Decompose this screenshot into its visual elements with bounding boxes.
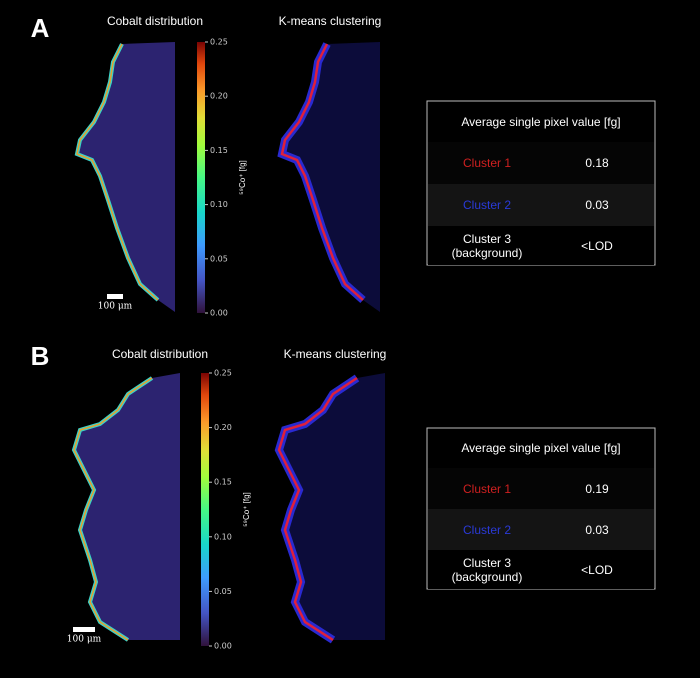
table-row [428, 226, 654, 265]
image-title: Cobalt distribution [112, 347, 208, 361]
scale-bar [73, 627, 95, 632]
colorbar-tick-label: 0.05 [214, 587, 232, 596]
colorbar-tick-label: 0.15 [214, 478, 232, 487]
colorbar-tick-label: 0.00 [214, 642, 232, 651]
colorbar-tick-label: 0.20 [214, 423, 232, 432]
table-row [428, 550, 654, 589]
cluster-name: Cluster 3 (background) [451, 231, 523, 260]
colorbar-label: ⁵⁹Co⁺ [fg] [242, 492, 251, 527]
cluster-value: 0.19 [585, 481, 609, 496]
cobalt-map-edge-hot [73, 377, 153, 641]
table-row [428, 142, 654, 184]
cluster-name: Cluster 1 [462, 481, 512, 496]
cluster-value: 0.18 [585, 156, 609, 170]
kmeans-map [282, 42, 380, 312]
colorbar-tick-label: 0.05 [210, 254, 228, 263]
colorbar-label: ⁵⁹Co⁺ [fg] [238, 160, 247, 195]
cluster-name: Cluster 1 [462, 156, 512, 170]
colorbar [201, 373, 209, 646]
colorbar-tick-label: 0.00 [210, 309, 228, 318]
image-title: K-means clustering [279, 14, 382, 28]
cobalt-map [77, 42, 175, 312]
scale-bar-label: 100 μm [98, 302, 133, 312]
table-header: Average single pixel value [fg] [461, 114, 621, 129]
cobalt-map-edge-hot [76, 43, 159, 301]
panel-label: A [31, 13, 50, 43]
cluster-value: <LOD [581, 562, 613, 577]
colorbar [197, 42, 205, 313]
scale-bar [107, 294, 123, 299]
kmeans-map-cluster1 [277, 376, 358, 642]
panel-label: B [31, 341, 50, 371]
colorbar-tick-label: 0.15 [210, 146, 228, 155]
cluster-name: Cluster 2 [462, 198, 512, 212]
image-title: K-means clustering [284, 347, 387, 361]
table-row [428, 468, 654, 509]
cobalt-map [74, 373, 180, 640]
colorbar-tick-label: 0.25 [214, 369, 232, 378]
kmeans-map [279, 373, 385, 640]
kmeans-map-cluster1 [280, 43, 364, 301]
cluster-value: 0.03 [585, 198, 609, 212]
table-row [428, 509, 654, 550]
table-row [428, 184, 654, 226]
scale-bar-label: 100 μm [67, 635, 102, 645]
colorbar-tick-label: 0.20 [210, 92, 228, 101]
table-header: Average single pixel value [fg] [461, 441, 621, 455]
colorbar-tick-label: 0.25 [210, 38, 228, 47]
image-title: Cobalt distribution [107, 14, 203, 28]
cluster-value: 0.03 [585, 522, 609, 537]
cluster-name: Cluster 3 (background) [451, 555, 523, 584]
cluster-value: <LOD [581, 238, 613, 253]
cluster-name: Cluster 2 [462, 522, 512, 537]
colorbar-tick-label: 0.10 [210, 200, 228, 209]
colorbar-tick-label: 0.10 [214, 532, 232, 541]
